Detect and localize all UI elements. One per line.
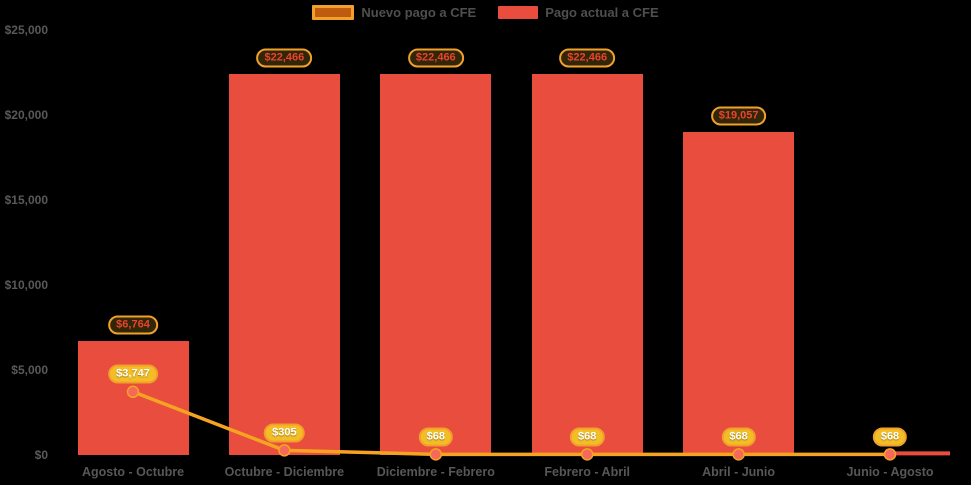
legend-item-nuevo-pago[interactable]: Nuevo pago a CFE [312, 5, 476, 20]
line-value-pill: $305 [264, 423, 305, 443]
line-point-Diciembre - Febrero[interactable] [429, 448, 443, 461]
bar-Diciembre - Febrero[interactable] [380, 73, 492, 456]
line-point-Junio - Agosto[interactable] [883, 448, 897, 461]
legend-swatch-nuevo-pago-icon [312, 5, 355, 20]
y-axis-label: $25,000 [4, 23, 48, 37]
y-axis-label: $10,000 [4, 278, 48, 292]
bar-value-pill: $19,057 [710, 106, 767, 126]
line-value-pill: $68 [872, 427, 908, 447]
bar-value-pill: $6,764 [108, 315, 158, 334]
line-value-pill: $3,747 [108, 364, 158, 384]
y-axis-label: $20,000 [4, 108, 48, 122]
line-point-Febrero - Abril[interactable] [580, 448, 594, 461]
bar-value-pill: $22,466 [256, 48, 313, 68]
y-axis-label: $15,000 [4, 193, 48, 207]
legend-label-nuevo-pago: Nuevo pago a CFE [361, 5, 477, 20]
y-axis-label: $5,000 [11, 363, 48, 377]
legend-swatch-pago-actual-icon [498, 6, 539, 19]
x-axis-label: Agosto - Octubre [81, 464, 185, 479]
line-value-pill: $68 [570, 427, 605, 447]
bar-value-pill: $22,466 [559, 48, 616, 68]
x-axis-label: Abril - Junio [702, 464, 776, 479]
legend: Nuevo pago a CFE Pago actual a CFE [0, 5, 971, 20]
y-axis-label: $0 [34, 448, 48, 462]
line-value-pill: $68 [721, 427, 756, 447]
x-axis-label: Junio - Agosto [846, 464, 934, 479]
bar-value-pill: $22,466 [407, 48, 464, 68]
x-axis-label: Febrero - Abril [544, 464, 631, 479]
line-point-Octubre - Diciembre[interactable] [278, 444, 291, 457]
legend-item-pago-actual[interactable]: Pago actual a CFE [498, 5, 659, 20]
x-axis-label: Diciembre - Febrero [376, 464, 495, 479]
bar-Febrero - Abril[interactable] [531, 73, 643, 456]
bar-Abril - Junio[interactable] [683, 131, 795, 456]
line-point-Agosto - Octubre[interactable] [126, 385, 140, 399]
legend-label-pago-actual: Pago actual a CFE [545, 5, 659, 20]
x-axis-label: Octubre - Diciembre [224, 464, 345, 479]
line-value-pill: $68 [418, 427, 453, 447]
line-point-Abril - Junio[interactable] [732, 448, 745, 461]
bar-Octubre - Diciembre[interactable] [228, 73, 340, 456]
series-line [131, 390, 892, 457]
